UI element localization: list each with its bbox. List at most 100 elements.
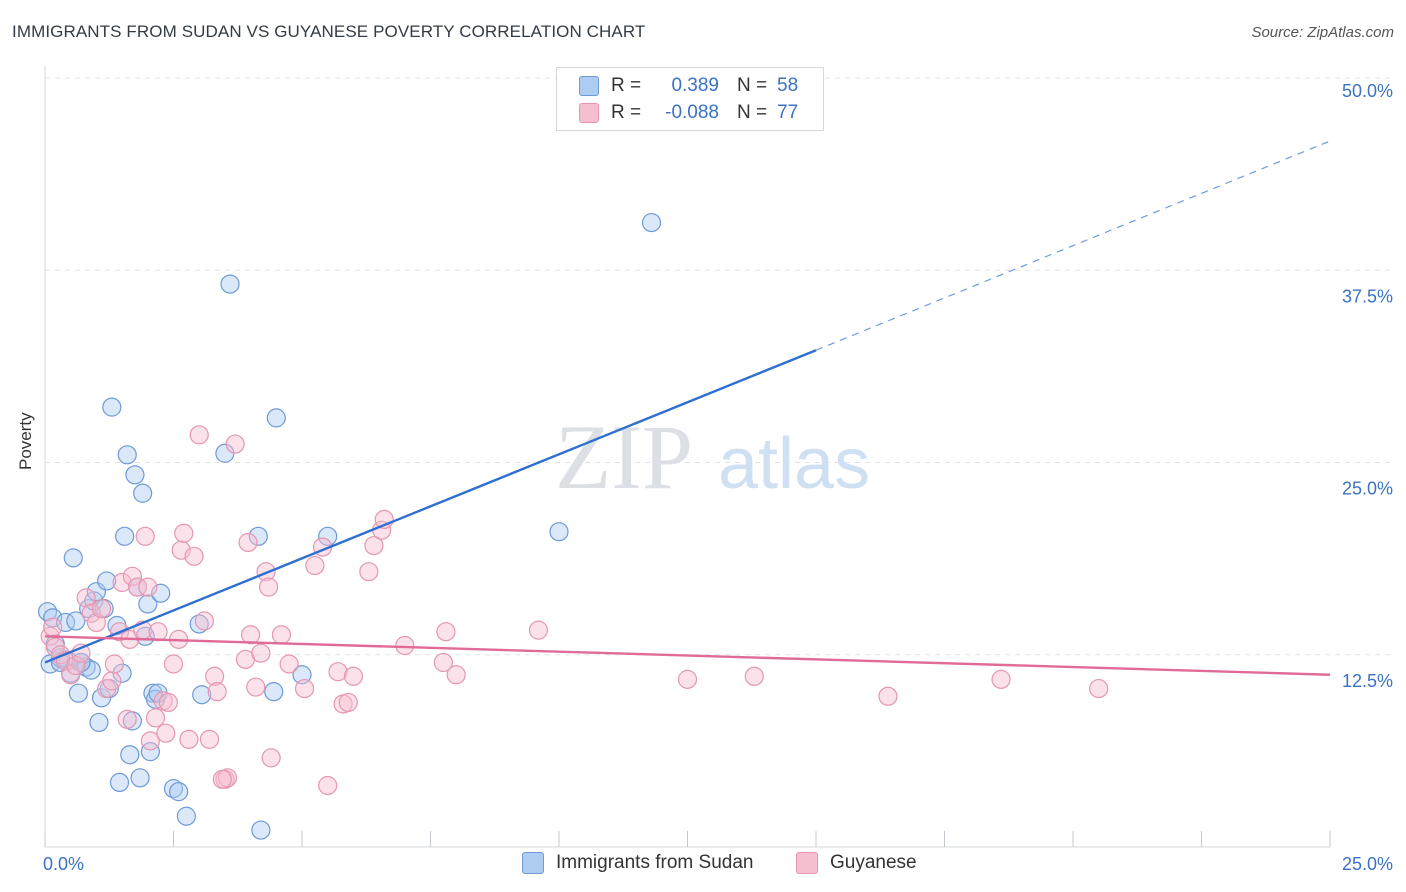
y-tick-label: 25.0%: [1342, 479, 1393, 499]
guyanese-point: [138, 577, 158, 597]
legend-n-value: 58: [777, 75, 799, 96]
guyanese-point: [135, 526, 155, 546]
sudan-point: [133, 483, 153, 503]
guyanese-point: [436, 622, 456, 642]
bottom-legend-sudan: Immigrants from Sudan: [522, 852, 753, 874]
guyanese-point: [212, 769, 232, 789]
guyanese-point: [343, 666, 363, 686]
sudan-point: [102, 397, 122, 417]
guyanese-point: [205, 666, 225, 686]
guyanese-point: [261, 748, 281, 768]
guyanese-point: [61, 665, 81, 685]
sudan-point: [130, 768, 150, 788]
guyanese-point: [127, 577, 148, 597]
guyanese-point: [179, 729, 199, 749]
guyanese-point: [241, 625, 261, 645]
y-tick-label: 37.5%: [1342, 286, 1393, 306]
guyanese-point: [81, 603, 101, 623]
bottom-legend-label-sudan: Immigrants from Sudan: [556, 852, 754, 873]
guyanese-point: [279, 654, 299, 674]
x-tick-label-max: 25.0%: [1342, 854, 1393, 874]
guyanese-point: [158, 692, 178, 713]
legend-row-sudan: R = 0.389 N = 58: [579, 73, 798, 99]
guyanese-point: [43, 617, 63, 637]
sudan-point: [138, 594, 158, 614]
guyanese-point: [878, 686, 898, 706]
bottom-legend-label-guyanese: Guyanese: [830, 852, 917, 873]
guyanese-point: [359, 562, 379, 582]
guyanese-point: [66, 655, 86, 676]
guyanese-point: [446, 665, 466, 685]
sudan-point: [66, 611, 86, 631]
sudan-point: [220, 274, 240, 294]
sudan-point: [318, 526, 338, 546]
legend-row-guyanese: R = -0.088 N = 77: [579, 100, 798, 126]
guyanese-point: [528, 620, 549, 640]
guyanese-point: [258, 577, 279, 597]
guyanese-point: [225, 434, 245, 454]
guyanese-point: [305, 555, 325, 576]
guyanese-point: [328, 662, 348, 682]
x-tick-label-min: 0.0%: [43, 854, 84, 874]
guyanese-point: [364, 535, 384, 556]
guyanese-point: [112, 572, 132, 593]
legend-swatch-pink: [579, 103, 599, 123]
guyanese-point: [76, 588, 96, 608]
guyanese-point: [184, 546, 204, 566]
trend-layer: [44, 140, 1331, 676]
legend-r-label: R =: [611, 102, 642, 123]
guyanese-point: [174, 523, 194, 543]
legend-n-label: N =: [737, 102, 768, 123]
grid-layer: [45, 77, 1392, 656]
legend-r-value: 0.389: [671, 75, 719, 96]
sudan-point: [81, 660, 101, 680]
sudan-point: [549, 522, 569, 542]
legend-r-value: -0.088: [665, 102, 719, 123]
correlation-legend: R = 0.389 N = 58 R = -0.088 N = 77: [556, 67, 824, 131]
guyanese-point: [102, 671, 122, 691]
tick-labels: 12.5% 25.0% 37.5% 50.0% 0.0% 25.0%: [43, 81, 1393, 874]
sudan-point: [176, 806, 196, 826]
sudan-point: [97, 571, 117, 591]
sudan-point: [248, 526, 268, 546]
guyanese-point: [104, 654, 124, 674]
guyanese-point: [194, 611, 214, 631]
guyanese-trend-line: [44, 635, 1331, 676]
sudan-point: [115, 526, 135, 546]
sudan-point: [120, 745, 140, 765]
sudan-trend-extension: [815, 140, 1331, 351]
guyanese-point: [246, 677, 266, 697]
guyanese-point: [318, 775, 338, 796]
guyanese-point: [744, 666, 764, 686]
watermark-zip: ZIP: [555, 406, 693, 508]
guyanese-point: [991, 669, 1011, 689]
guyanese-point: [677, 669, 698, 689]
sudan-point: [266, 408, 286, 428]
legend-n-label: N =: [737, 75, 768, 96]
y-axis-label: Poverty: [16, 412, 35, 470]
sudan-point: [109, 772, 130, 793]
guyanese-point: [156, 723, 176, 743]
sudan-point: [140, 742, 160, 762]
sudan-point: [117, 445, 137, 465]
sudan-point: [89, 712, 109, 733]
points-layer: [37, 212, 1109, 840]
sudan-point: [68, 683, 89, 703]
bottom-legend-swatch-pink: [796, 852, 818, 874]
sudan-point: [641, 212, 662, 233]
legend-r-label: R =: [611, 75, 642, 96]
bottom-legend-swatch-blue: [522, 852, 544, 874]
y-tick-label: 50.0%: [1342, 81, 1393, 101]
guyanese-point: [294, 678, 315, 699]
guyanese-point: [433, 652, 453, 673]
guyanese-point: [1089, 678, 1109, 699]
chart-title: IMMIGRANTS FROM SUDAN VS GUYANESE POVERT…: [12, 22, 646, 41]
sudan-point: [251, 820, 271, 840]
sudan-point: [37, 602, 58, 622]
legend-n-value: 77: [777, 102, 799, 123]
watermark: ZIP atlas: [555, 406, 870, 508]
sudan-point: [264, 682, 284, 702]
guyanese-point: [189, 425, 209, 445]
guyanese-point: [148, 622, 168, 642]
